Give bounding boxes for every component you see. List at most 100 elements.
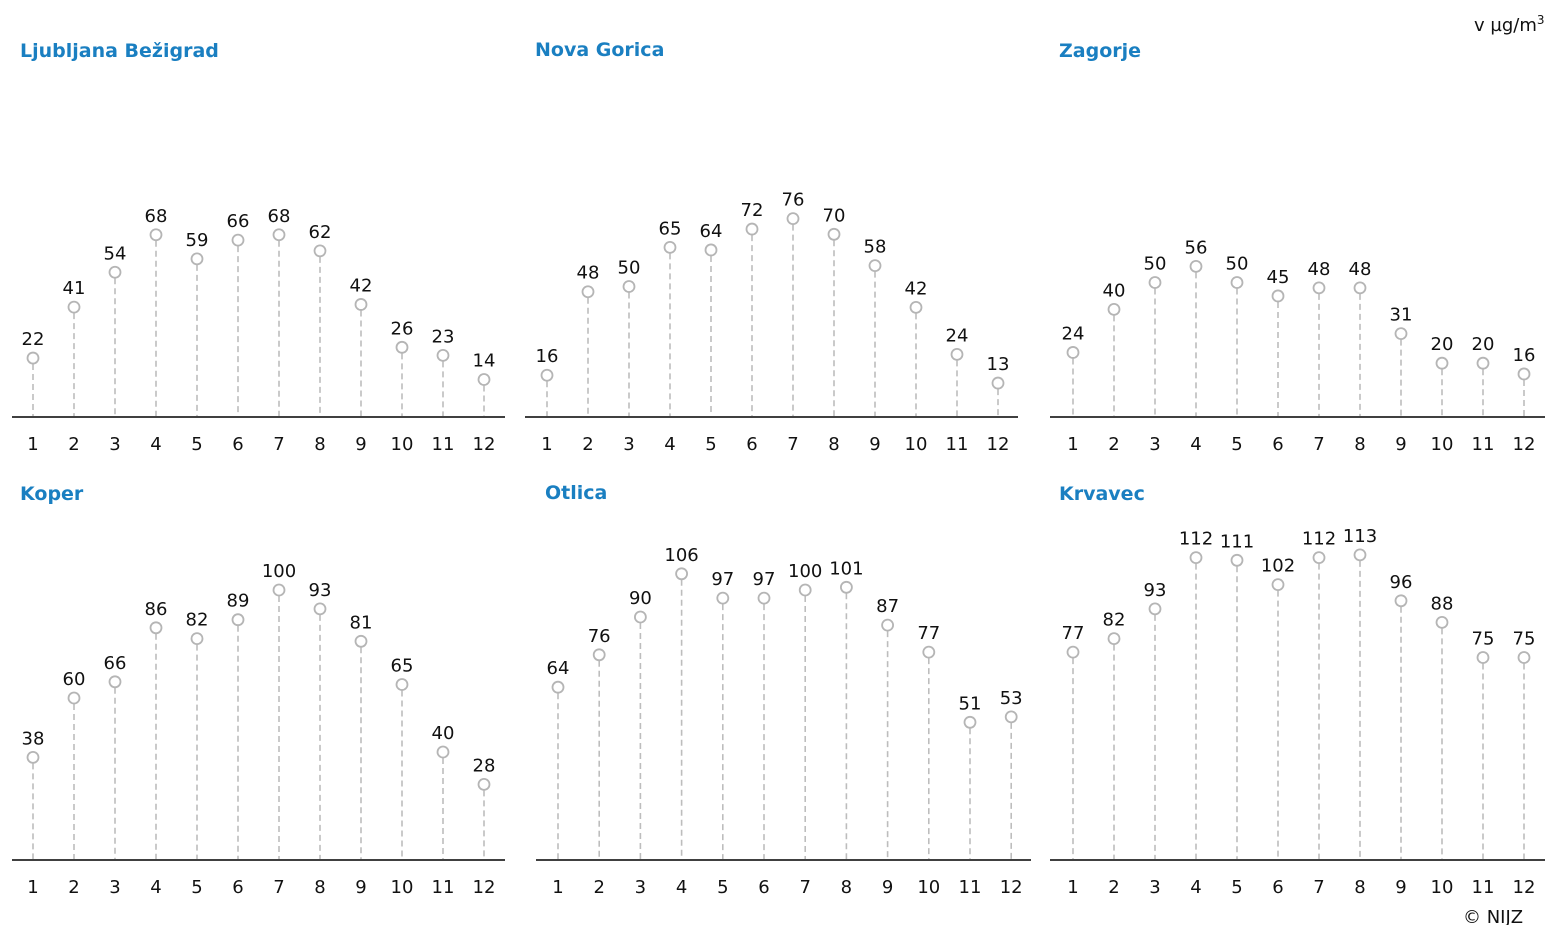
panel-title: Ljubljana Bežigrad <box>20 40 219 62</box>
data-point-marker <box>1189 551 1203 564</box>
data-value-label: 65 <box>391 656 414 677</box>
data-point-marker <box>827 227 841 241</box>
data-value-label: 93 <box>309 580 332 601</box>
x-tick-label: 8 <box>841 877 852 898</box>
x-tick-label: 11 <box>432 877 455 898</box>
data-value-label: 20 <box>1472 334 1495 355</box>
x-tick-label: 9 <box>355 434 366 455</box>
x-tick-label: 11 <box>946 434 969 455</box>
data-point-marker <box>1271 578 1285 591</box>
data-value-label: 59 <box>186 230 209 251</box>
data-value-label: 54 <box>104 243 127 264</box>
data-value-label: 31 <box>1390 305 1413 326</box>
data-value-label: 66 <box>104 653 127 674</box>
x-tick-label: 8 <box>314 434 325 455</box>
x-tick-label: 12 <box>473 434 496 455</box>
data-point-marker <box>757 591 771 605</box>
data-point-marker <box>149 228 163 242</box>
x-tick-label: 7 <box>1313 434 1324 455</box>
data-point-marker <box>786 212 800 226</box>
data-point-marker <box>354 634 368 648</box>
data-value-label: 75 <box>1513 629 1536 650</box>
data-point-marker <box>551 680 565 694</box>
x-tick-label: 3 <box>109 877 120 898</box>
x-tick-label: 1 <box>27 434 38 455</box>
data-value-label: 75 <box>1472 629 1495 650</box>
data-point-marker <box>675 567 688 581</box>
x-tick-label: 9 <box>1395 434 1406 455</box>
chart-panel: Nova Gorica 16 1 48 2 50 3 65 4 64 5 72 6 76 7 70 8 58 9 42… <box>525 39 1018 455</box>
data-value-label: 82 <box>186 610 209 631</box>
data-value-label: 77 <box>917 623 940 644</box>
x-tick-label: 10 <box>1431 434 1454 455</box>
data-value-label: 65 <box>659 218 682 239</box>
data-point-marker <box>1353 281 1367 295</box>
data-point-marker <box>840 580 853 594</box>
data-value-label: 112 <box>1179 529 1213 550</box>
data-point-marker <box>477 373 491 386</box>
data-value-label: 88 <box>1431 593 1454 614</box>
x-tick-label: 7 <box>273 877 284 898</box>
data-point-marker <box>395 678 409 691</box>
data-value-label: 86 <box>145 599 168 620</box>
data-value-label: 70 <box>823 205 846 226</box>
x-tick-label: 10 <box>905 434 928 455</box>
x-tick-label: 10 <box>917 877 940 898</box>
data-value-label: 13 <box>987 354 1010 375</box>
x-tick-label: 7 <box>787 434 798 455</box>
data-point-marker <box>231 233 245 247</box>
data-value-label: 76 <box>782 190 805 211</box>
x-tick-label: 8 <box>828 434 839 455</box>
x-tick-label: 2 <box>1108 434 1119 455</box>
data-value-label: 100 <box>262 561 296 582</box>
x-tick-label: 2 <box>68 877 79 898</box>
x-tick-label: 11 <box>1472 434 1495 455</box>
x-tick-label: 8 <box>314 877 325 898</box>
panel-title: Koper <box>20 483 84 505</box>
data-value-label: 38 <box>22 728 45 749</box>
data-value-label: 76 <box>588 626 611 647</box>
data-point-marker <box>1312 281 1326 295</box>
data-point-marker <box>1312 551 1326 564</box>
unit-label: v µg/m3 <box>1474 13 1545 36</box>
data-point-marker <box>663 240 677 254</box>
chart-panel: Ljubljana Bežigrad2214125436845956666876… <box>12 40 505 455</box>
x-tick-label: 1 <box>1067 877 1078 898</box>
data-value-label: 72 <box>741 200 764 221</box>
data-point-marker <box>1353 548 1367 562</box>
data-point-marker <box>1394 327 1408 341</box>
data-point-marker <box>313 244 327 258</box>
data-point-marker <box>231 613 245 627</box>
credit-label: © NIJZ <box>1463 907 1523 925</box>
x-tick-label: 5 <box>1231 877 1242 898</box>
data-value-label: 48 <box>577 263 600 284</box>
data-value-label: 102 <box>1261 556 1295 577</box>
data-point-marker <box>581 285 595 299</box>
x-tick-label: 1 <box>1067 434 1078 455</box>
data-value-label: 16 <box>1513 345 1536 366</box>
data-value-label: 51 <box>959 693 982 714</box>
x-tick-label: 6 <box>758 877 769 898</box>
panel-title: Zagorje <box>1059 40 1141 62</box>
x-tick-label: 9 <box>1395 877 1406 898</box>
x-tick-label: 12 <box>987 434 1010 455</box>
data-point-marker <box>67 691 81 705</box>
data-value-label: 111 <box>1220 531 1254 552</box>
data-value-label: 42 <box>350 275 373 296</box>
data-value-label: 24 <box>946 325 969 346</box>
data-point-marker <box>1189 259 1203 273</box>
data-point-marker <box>108 675 122 689</box>
x-tick-label: 11 <box>1472 877 1495 898</box>
x-tick-label: 7 <box>1313 877 1324 898</box>
data-value-label: 64 <box>547 658 570 679</box>
data-point-marker <box>909 300 923 314</box>
data-point-marker <box>868 259 882 273</box>
data-point-marker <box>108 265 122 279</box>
data-value-label: 50 <box>1144 254 1167 275</box>
data-point-marker <box>272 583 286 597</box>
data-point-marker <box>634 610 647 624</box>
data-point-marker <box>963 715 977 729</box>
x-tick-label: 3 <box>623 434 634 455</box>
data-value-label: 20 <box>1431 334 1454 355</box>
